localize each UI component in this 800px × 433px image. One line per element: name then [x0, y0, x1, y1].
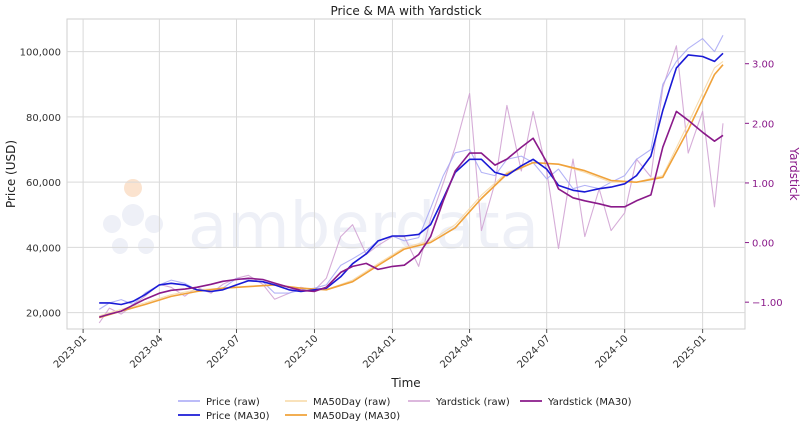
y-left-tick-label: 100,000: [20, 48, 61, 59]
y-right-tick-label: −1.00: [752, 298, 783, 309]
watermark: amberdata: [103, 179, 539, 264]
watermark-dot-grey-center: [122, 204, 144, 226]
legend: Price (raw) Price (MA30) MA50Day (raw) MA50…: [178, 397, 632, 422]
series-line-yardstick-ma30: [98, 110, 724, 318]
watermark-dot-orange: [124, 179, 142, 197]
watermark-dot-grey-bottom-left: [112, 238, 128, 254]
x-axis-label: Time: [390, 376, 420, 390]
y-right-tick-label: 1.00: [752, 179, 774, 190]
legend-label: Yardstick (raw): [435, 397, 510, 408]
plot-area: [66, 18, 746, 330]
y-axis-left-label: Price (USD): [4, 140, 18, 208]
watermark-dot-grey-bottom-right: [138, 238, 154, 254]
series-line-yardstick-raw: [98, 45, 724, 324]
watermark-text: amberdata: [188, 190, 539, 264]
legend-label: Price (MA30): [206, 411, 270, 422]
y-axis-right-label: Yardstick: [787, 146, 800, 200]
y-right-tick-label: 3.00: [752, 60, 774, 71]
y-right-tick-label: 0.00: [752, 239, 774, 250]
y-left-tick-label: 20,000: [26, 309, 61, 320]
watermark-dot-grey-left: [103, 215, 121, 233]
legend-label: Yardstick (MA30): [547, 397, 632, 408]
watermark-dot-grey-right: [145, 215, 163, 233]
series-line-price-ma30: [99, 52, 724, 306]
y-left-tick-label: 80,000: [26, 113, 61, 124]
legend-label: MA50Day (MA30): [313, 411, 400, 422]
series-lines: [98, 35, 724, 324]
y-left-tick-label: 60,000: [26, 178, 61, 189]
y-right-tick-label: 2.00: [752, 119, 774, 130]
chart-title: Price & MA with Yardstick: [330, 4, 481, 18]
y-left-tick-label: 40,000: [26, 243, 61, 254]
legend-label: Price (raw): [206, 397, 260, 408]
legend-label: MA50Day (raw): [313, 397, 390, 408]
